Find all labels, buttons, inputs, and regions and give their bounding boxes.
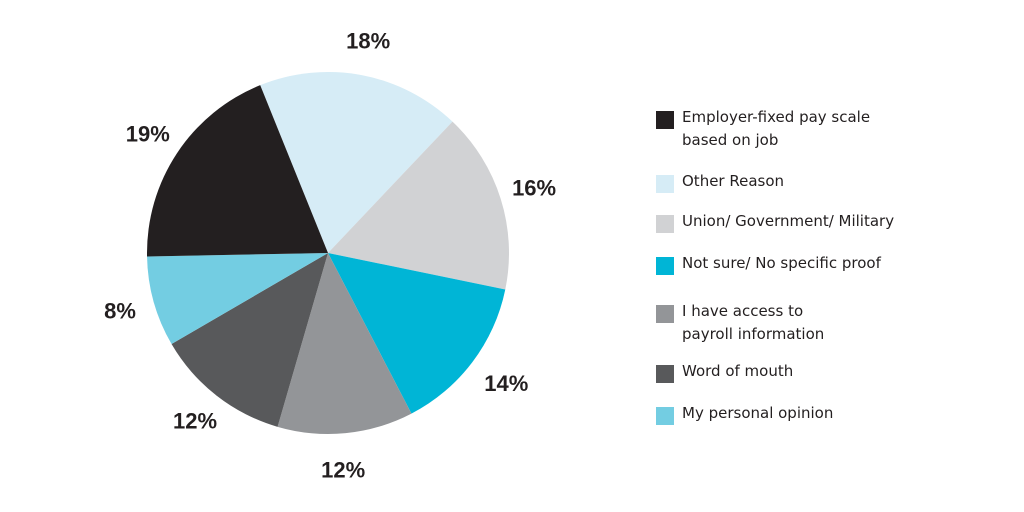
pie-slice-2: [328, 121, 510, 290]
legend-label: Not sure/ No specific proof: [682, 254, 881, 272]
legend-swatch: [656, 305, 674, 323]
legend-swatch: [656, 365, 674, 383]
slice-value-label: 14%: [484, 371, 528, 396]
legend-label: Other Reason: [682, 172, 785, 190]
pie-slice-4: [277, 253, 412, 435]
legend-label: My personal opinion: [682, 404, 834, 422]
legend-item: Employer-fixed pay scale based on job: [656, 106, 872, 152]
legend-swatch: [656, 257, 674, 275]
legend-label: I have access to payroll information: [682, 302, 825, 343]
slice-value-label: 18%: [346, 28, 390, 53]
legend-item: Word of mouth: [656, 360, 922, 383]
legend-item: My personal opinion: [656, 402, 922, 425]
legend-swatch: [656, 215, 674, 233]
legend-item: Other Reason: [656, 170, 922, 193]
slice-value-label: 12%: [173, 409, 217, 434]
pie-slice-6: [147, 253, 328, 344]
legend-label: Employer-fixed pay scale based on job: [682, 108, 871, 149]
slice-value-label: 8%: [104, 299, 136, 324]
legend-item: Union/ Government/ Military: [656, 210, 922, 233]
slice-value-label: 19%: [126, 121, 170, 146]
legend-label: Word of mouth: [682, 362, 794, 380]
legend-item: Not sure/ No specific proof: [656, 252, 922, 275]
pie-slice-1: [260, 72, 453, 253]
slice-value-label: 16%: [512, 176, 556, 201]
pie-slice-3: [328, 253, 506, 414]
legend-swatch: [656, 175, 674, 193]
slice-value-label: 12%: [321, 458, 365, 483]
legend-swatch: [656, 111, 674, 129]
legend-swatch: [656, 407, 674, 425]
pie-slice-5: [171, 253, 328, 427]
legend-label: Union/ Government/ Military: [682, 212, 895, 230]
pie-slice-7: [146, 85, 328, 257]
legend-item: I have access to payroll information: [656, 300, 832, 346]
